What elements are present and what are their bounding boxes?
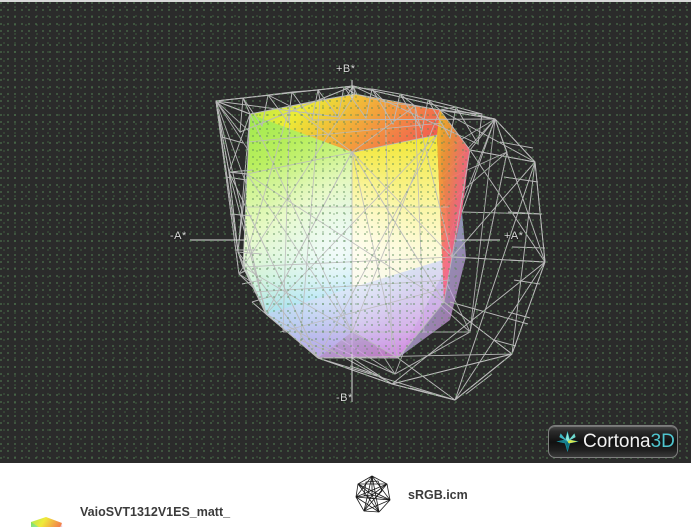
- minus-a-axis-label: -A*: [170, 230, 187, 242]
- legend-item-label-line1: VaioSVT1312V1ES_matt_: [80, 505, 231, 519]
- legend-item-label: VaioSVT1312V1ES_matt_ 1366x768_N133BGE_L…: [80, 472, 291, 527]
- cortona-wordmark-accent: 3D: [650, 431, 675, 452]
- legend-item-label: sRGB.icm: [408, 488, 468, 502]
- gamut-legend: VaioSVT1312V1ES_matt_ 1366x768_N133BGE_L…: [0, 463, 691, 527]
- 3d-viewer-canvas[interactable]: +B* -B* -A* +A* Cortona3D: [0, 0, 691, 463]
- legend-item[interactable]: VaioSVT1312V1ES_matt_ 1366x768_N133BGE_L…: [26, 472, 291, 527]
- legend-item[interactable]: sRGB.icm: [352, 473, 468, 517]
- cortona-wordmark: Cortona3D: [583, 432, 675, 451]
- color-gamut-solid-icon: [31, 517, 63, 527]
- plus-a-axis-label: +A*: [504, 230, 524, 242]
- plus-b-axis-label: +B*: [336, 63, 356, 75]
- wireframe-polyhedron-icon: [355, 475, 391, 513]
- cortona-star-icon: [556, 430, 579, 453]
- cortona-wordmark-main: Cortona: [583, 431, 651, 452]
- minus-b-axis-label: -B*: [336, 392, 353, 404]
- gamut-center-glow: [243, 110, 452, 362]
- cortona3d-logo[interactable]: Cortona3D: [548, 425, 678, 458]
